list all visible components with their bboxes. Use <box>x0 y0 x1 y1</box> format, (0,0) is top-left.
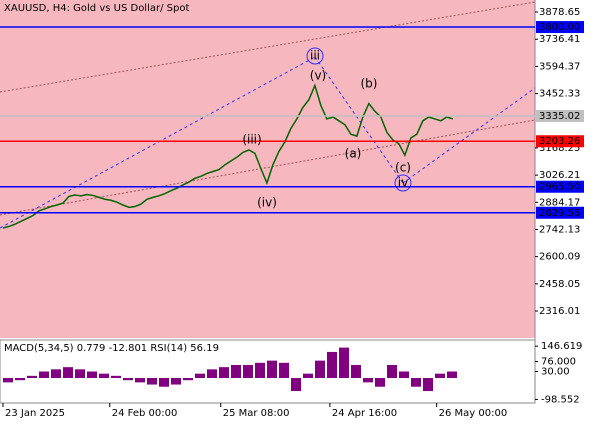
macd-bar <box>147 378 157 385</box>
macd-bar <box>159 378 169 387</box>
level-label-bg <box>536 110 584 123</box>
macd-bar <box>279 362 289 379</box>
y-tick-label: 2458.05 <box>539 279 580 290</box>
indicator-tick-label: 146.619 <box>541 341 582 352</box>
macd-bar <box>435 373 445 379</box>
y-tick-label: 2600.09 <box>539 252 580 263</box>
level-label: 2965.50 <box>539 182 580 193</box>
macd-bar <box>339 347 349 379</box>
wave-label: (c) <box>395 161 411 175</box>
macd-bar <box>375 378 385 387</box>
macd-bar <box>171 378 181 385</box>
macd-bar <box>195 373 205 379</box>
wave-label: (iii) <box>242 133 261 147</box>
macd-bar <box>399 371 409 379</box>
wave-circle <box>394 174 412 192</box>
level-label-bg <box>536 206 584 219</box>
y-tick-label: 3878.65 <box>539 7 580 18</box>
y-tick-label: 2742.13 <box>539 224 580 235</box>
macd-bar <box>87 371 97 379</box>
macd-bar <box>183 378 193 381</box>
indicator-tick-label: 30.00 <box>541 367 570 378</box>
main-panel <box>0 0 535 338</box>
y-tick-label: 3452.33 <box>539 89 580 100</box>
macd-bar <box>75 369 85 379</box>
y-tick-label: 2316.01 <box>539 306 580 317</box>
macd-bar <box>327 351 337 379</box>
x-tick-label: 24 Apr 16:00 <box>332 408 397 419</box>
macd-bar <box>267 360 277 379</box>
macd-bar <box>219 367 229 379</box>
macd-bar <box>207 369 217 379</box>
macd-bar <box>39 371 49 379</box>
level-label-bg <box>536 180 584 193</box>
macd-bar <box>411 378 421 387</box>
indicator-tick-label: -98.552 <box>541 394 580 405</box>
macd-bar <box>255 362 265 379</box>
level-label-bg <box>536 135 584 148</box>
trend-line <box>0 1 536 93</box>
y-tick-label: 3736.41 <box>539 34 580 45</box>
macd-bar <box>111 375 121 379</box>
x-tick-label: 24 Feb 00:00 <box>112 408 178 419</box>
wave-label: iii <box>310 49 320 63</box>
indicator-label: MACD(5,34,5) 0.779 -12.801 RSI(14) 56.19 <box>4 343 219 354</box>
macd-bar <box>315 360 325 379</box>
wave-label: iv <box>398 176 408 190</box>
macd-bar <box>231 364 241 379</box>
x-tick-label: 23 Jan 2025 <box>5 408 65 419</box>
y-tick-label: 3026.21 <box>539 170 580 181</box>
macd-bar <box>63 367 73 379</box>
macd-bar <box>387 364 397 379</box>
macd-bar <box>291 378 301 392</box>
macd-bar <box>243 364 253 379</box>
level-label: 3800.00 <box>539 22 580 33</box>
macd-bar <box>423 378 433 392</box>
macd-bar <box>51 369 61 379</box>
macd-bar <box>303 373 313 379</box>
macd-bar <box>3 378 13 383</box>
level-label: 3203.26 <box>539 136 580 147</box>
trend-line <box>0 119 536 216</box>
y-tick-label: 2884.17 <box>539 197 580 208</box>
level-label: 2829.55 <box>539 208 580 219</box>
macd-bar <box>135 378 145 383</box>
macd-bar <box>447 371 457 379</box>
y-tick-label: 3594.37 <box>539 61 580 72</box>
macd-bar <box>99 373 109 379</box>
macd-bar <box>15 378 25 381</box>
price-line <box>2 83 454 229</box>
wave-label: (b) <box>361 77 378 91</box>
level-label-bg <box>536 21 584 34</box>
macd-bar <box>123 378 133 381</box>
macd-bar <box>363 378 373 383</box>
macd-bar <box>351 364 361 379</box>
macd-bar <box>27 375 37 379</box>
x-tick-label: 25 Mar 08:00 <box>223 408 290 419</box>
level-label: 3335.02 <box>539 111 580 122</box>
y-tick-label: 3168.25 <box>539 143 580 154</box>
wave-circle <box>306 47 324 65</box>
wave-label: (v) <box>310 69 326 83</box>
indicator-tick-label: 76.000 <box>541 357 576 368</box>
wave-label: (iv) <box>257 196 277 210</box>
chart-title: XAUUSD, H4: Gold vs US Dollar/ Spot <box>4 3 189 14</box>
wave-label: (a) <box>345 147 362 161</box>
x-tick-label: 26 May 00:00 <box>439 408 508 419</box>
wave-line <box>314 56 404 184</box>
